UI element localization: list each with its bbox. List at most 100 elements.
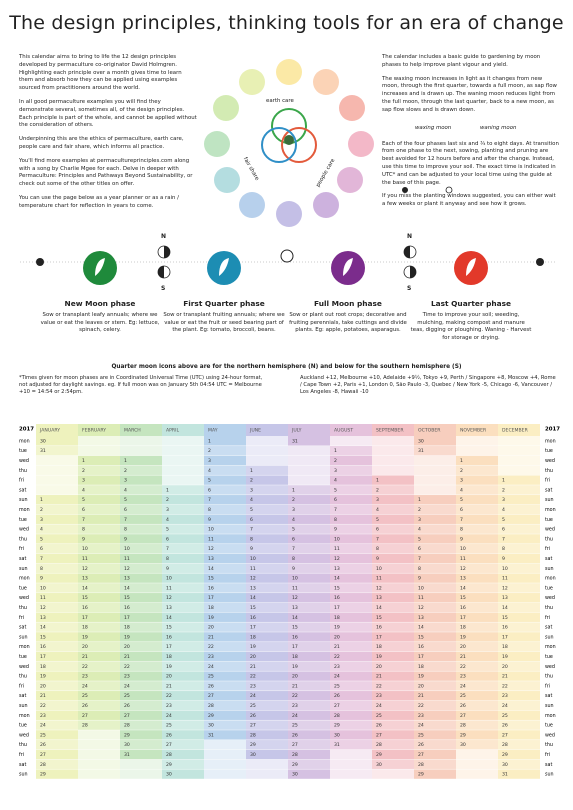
timezones: Auckland +12, Melbourne +10, Adelaide +9… [300,375,556,395]
day-cell [288,563,330,574]
day-number: 14 [460,585,466,591]
day-number: 6 [250,517,253,523]
day-cell [120,504,162,515]
day-cell [414,671,456,681]
day-cell [36,671,78,681]
day-number: 19 [124,634,130,640]
day-cell [498,514,540,525]
day-number: 16 [82,605,88,611]
day-number: 7 [376,536,379,542]
day-number: 13 [502,595,508,601]
day-cell [78,573,120,583]
weekday-label: sun [19,704,28,709]
day-number: 8 [250,536,253,542]
day-cell [246,553,288,564]
principle-icon [276,59,302,85]
day-number: 12 [292,595,298,601]
weekday-label: fri [19,478,24,484]
day-number: 10 [40,585,46,591]
day-cell [36,602,78,613]
day-cell [204,720,246,730]
day-number: 4 [82,487,85,493]
principle-icon [313,69,339,95]
day-number: 23 [124,674,130,680]
day-number: 14 [82,585,88,591]
weekday-label: sat [19,487,26,493]
day-cell [456,612,498,623]
day-cell [204,534,246,544]
day-cell [414,622,456,632]
day-cell [36,563,78,574]
day-number: 2 [418,507,421,513]
day-number: 19 [418,674,424,680]
day-number: 5 [334,487,337,493]
phase-text: Sow or transplant fruiting annuals; wher… [163,312,285,334]
day-number: 24 [208,664,214,670]
day-cell [204,553,246,564]
day-cell [330,534,372,544]
day-number: 7 [334,507,337,513]
day-cell [288,436,330,446]
day-number: 28 [376,742,382,748]
day-number: 5 [124,497,127,503]
day-number: 11 [460,556,466,562]
day-number: 10 [418,585,424,591]
phase: Last Quarter phase Time to improve your … [410,299,532,342]
day-number: 4 [124,487,127,493]
day-cell [36,445,78,456]
day-number: 21 [292,683,298,689]
day-number: 12 [376,585,382,591]
day-number: 22 [418,703,424,709]
weekday-label: thu [545,674,553,680]
day-cell [246,524,288,534]
quarter-moon-south [158,266,164,278]
day-cell [162,534,204,544]
day-cell [372,720,414,730]
weekday-label: mon [545,714,556,719]
day-number: 17 [124,615,130,621]
day-number: 29 [292,762,298,768]
day-number: 13 [40,615,46,621]
day-cell [246,730,288,740]
weekday-label: tue [545,448,553,454]
day-number: 10 [334,536,340,542]
month-header [36,424,78,436]
day-number: 20 [418,683,424,689]
day-number: 8 [124,527,127,533]
weekday-label: sun [545,773,554,778]
quarter-moon-outline [403,245,417,259]
day-number: 22 [502,683,508,689]
day-cell [288,700,330,711]
weekday-label: tue [545,585,553,591]
day-cell [498,710,540,721]
day-cell [414,563,456,574]
weekday-label: mon [19,508,30,513]
day-cell [162,730,204,740]
day-number: 15 [418,634,424,640]
utc-note: *Times given for moon phases are in Coor… [19,375,263,395]
day-cell [456,514,498,525]
day-cell [78,475,120,485]
day-number: 11 [292,585,298,591]
day-number: 21 [40,693,46,699]
weekday-label: wed [545,595,555,601]
day-cell [204,485,246,495]
phase: Full Moon phase Sow or plant out root cr… [287,299,409,335]
moon-row [20,186,555,279]
day-number: 7 [250,527,253,533]
day-number: 29 [418,772,424,778]
weekday-label: tue [545,723,553,729]
day-number: 20 [166,674,172,680]
day-number: 3 [418,517,421,523]
day-cell [414,583,456,593]
day-cell [246,681,288,691]
paragraph: Underpinning this are the ethics of perm… [19,136,184,150]
day-number: 21 [334,644,340,650]
day-cell [120,651,162,662]
day-cell [498,602,540,613]
day-cell [456,445,498,456]
day-cell [162,583,204,593]
phase-glyph [343,258,353,276]
day-number: 30 [376,762,382,768]
day-number: 16 [376,625,382,631]
